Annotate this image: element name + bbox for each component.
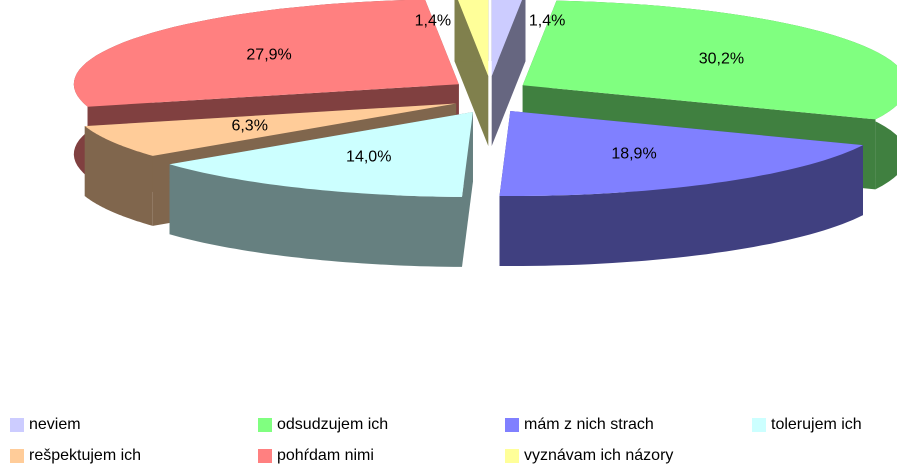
- slice-top: [457, 0, 489, 76]
- slice-top: [169, 112, 473, 197]
- slice: [169, 112, 473, 267]
- legend-swatch: [505, 449, 519, 463]
- legend-swatch: [10, 418, 24, 432]
- legend-label: odsudzujem ich: [277, 416, 388, 433]
- slice-wall: [499, 145, 863, 266]
- data-label: 18,9%: [611, 145, 656, 162]
- legend-label: tolerujem ich: [771, 416, 862, 433]
- slice-top: [522, 0, 897, 120]
- legend-label: rešpektujem ich: [29, 447, 141, 464]
- legend-swatch: [752, 418, 766, 432]
- data-label: 27,9%: [246, 46, 291, 63]
- slice-top: [491, 0, 523, 76]
- slice-wall: [84, 126, 153, 226]
- legend-swatch: [505, 418, 519, 432]
- slice-top: [499, 111, 863, 196]
- slice: [454, 0, 489, 146]
- data-label: 30,2%: [699, 51, 744, 68]
- data-label: 14,0%: [346, 149, 391, 166]
- data-label: 1,4%: [415, 13, 451, 30]
- legend-swatch: [258, 418, 272, 432]
- slice-top: [84, 103, 457, 156]
- slice-top: [73, 0, 459, 107]
- legend-label: pohŕdam nimi: [277, 447, 374, 464]
- slice: [499, 111, 863, 266]
- legend-swatch: [258, 449, 272, 463]
- legend-label: mám z nich strach: [524, 416, 654, 433]
- legend-label: neviem: [29, 416, 81, 433]
- data-label: 1,4%: [529, 13, 565, 30]
- slice: [491, 0, 526, 146]
- legend-label: vyznávam ich názory: [524, 447, 673, 464]
- legend-swatch: [10, 449, 24, 463]
- slice-wall: [169, 164, 462, 267]
- data-label: 6,3%: [231, 118, 267, 135]
